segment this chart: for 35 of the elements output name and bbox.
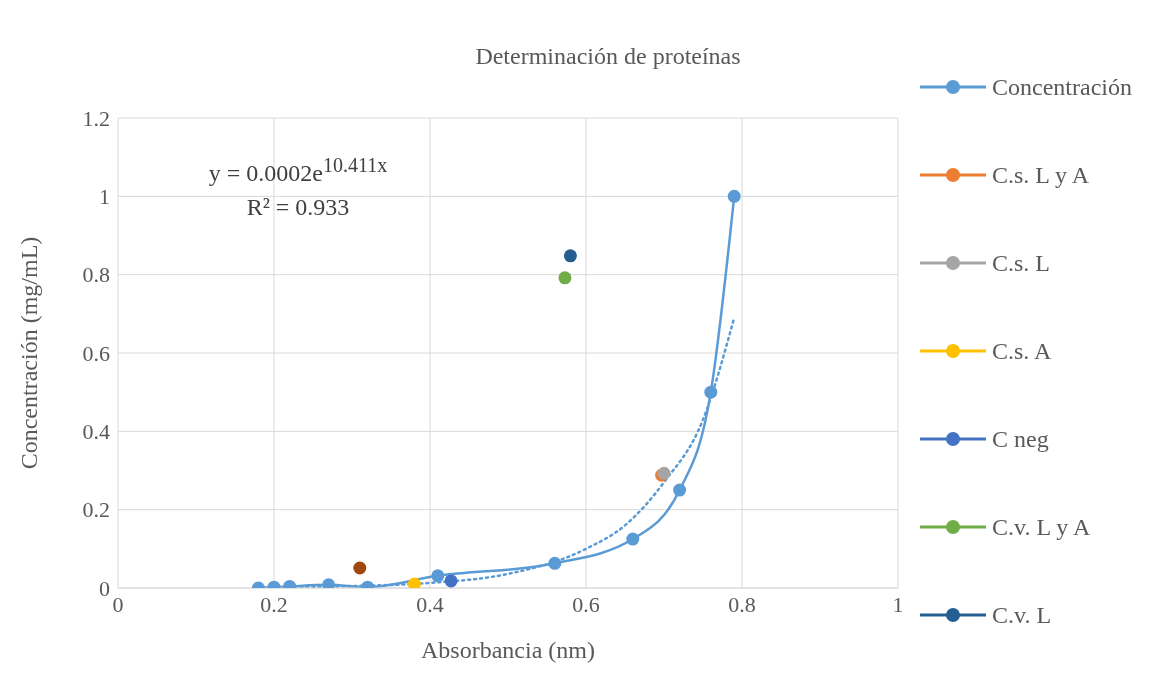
legend-label: Concentración — [992, 73, 1132, 101]
annotation: R² = 0.933 — [245, 193, 351, 222]
chart-title: Determinación de proteínas — [474, 43, 742, 70]
x-axis-title: Absorbancia (nm) — [421, 637, 595, 663]
y-axis-title: Concentración (mg/mL) — [15, 236, 42, 470]
y-tick-label: 1.2 — [82, 105, 110, 131]
x-tick-label: 0.4 — [416, 591, 444, 617]
legend-label: C.v. L — [992, 601, 1052, 629]
y-tick-label: 0.6 — [82, 340, 110, 366]
point — [673, 483, 687, 497]
x-tick-label: 0.2 — [260, 591, 288, 617]
legend-label: C.s. A — [992, 337, 1052, 365]
point — [704, 385, 718, 399]
point — [548, 556, 562, 570]
point — [407, 577, 421, 588]
point — [626, 532, 640, 546]
legend-label: C neg — [992, 425, 1049, 453]
point — [727, 189, 741, 203]
x-tick-label: 0.6 — [572, 591, 600, 617]
point — [563, 249, 577, 263]
legend-label: C.s. L y A — [992, 161, 1090, 189]
y-tick-label: 0 — [99, 575, 110, 601]
y-tick-label: 0.4 — [82, 419, 110, 445]
legend-label: C.v. L y A — [992, 513, 1091, 541]
point — [558, 271, 572, 285]
point — [444, 574, 458, 588]
y-tick-label: 0.2 — [82, 497, 110, 523]
legend-label: C.s. L — [992, 249, 1051, 277]
point — [431, 569, 445, 583]
x-tick-label: 0.8 — [728, 591, 756, 617]
x-tick-label: 1 — [892, 591, 904, 617]
annotation: y = 0.0002e$^{10.411x}$ — [207, 153, 389, 188]
point — [353, 561, 367, 575]
y-tick-label: 1 — [99, 184, 110, 210]
y-tick-label: 0.8 — [82, 262, 110, 288]
